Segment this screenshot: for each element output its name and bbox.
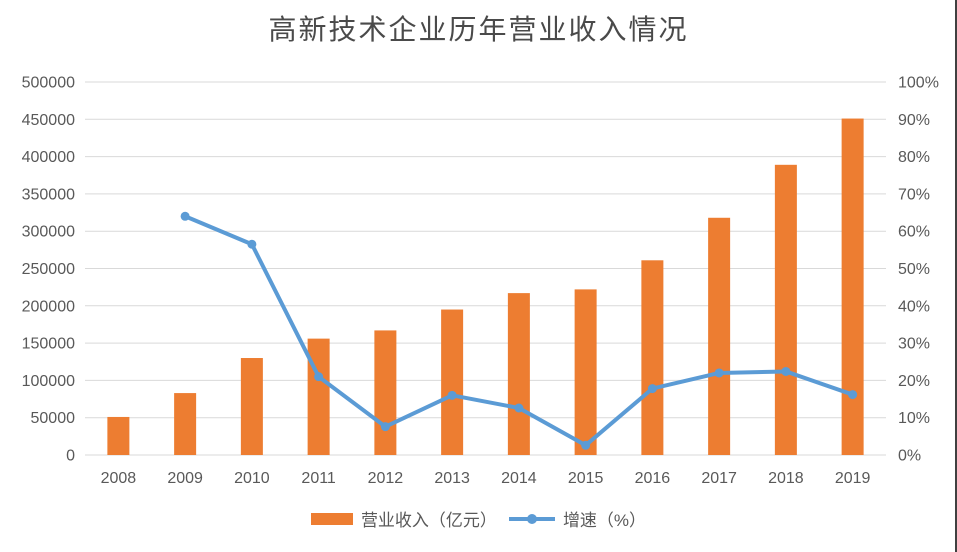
left-axis-tick-label: 450000	[22, 112, 75, 129]
right-axis-tick-label: 70%	[898, 186, 930, 203]
left-axis-tick-label: 300000	[22, 224, 75, 241]
growth-line-marker-2019	[848, 390, 858, 400]
growth-line-marker-2013	[447, 390, 457, 400]
x-axis-tick-label: 2009	[167, 470, 203, 487]
revenue-bar-2015	[574, 289, 597, 455]
x-axis-tick-label: 2008	[101, 470, 137, 487]
legend-growth-label: 增速（%）	[562, 511, 647, 530]
growth-line-marker-2017	[714, 368, 724, 378]
legend-item-revenue: 营业收入（亿元）	[310, 506, 497, 531]
legend-revenue-label: 营业收入（亿元）	[360, 511, 497, 530]
x-axis-tick-label: 2013	[434, 470, 470, 487]
revenue-bar-2012	[374, 330, 397, 455]
revenue-bar-2010	[240, 358, 263, 455]
x-axis-tick-label: 2010	[234, 470, 270, 487]
left-axis-tick-label: 500000	[22, 75, 75, 92]
growth-line-marker-2011	[314, 372, 324, 382]
growth-line-marker-2009	[180, 211, 190, 221]
legend-item-growth: 增速（%）	[508, 506, 647, 531]
legend-bar-swatch	[310, 512, 353, 525]
right-axis-tick-label: 10%	[898, 410, 930, 427]
left-axis-tick-label: 100000	[22, 373, 75, 390]
left-axis-tick-label: 0	[66, 448, 75, 465]
revenue-bar-2018	[774, 164, 797, 455]
right-axis-tick-label: 20%	[898, 373, 930, 390]
revenue-bar-2009	[174, 393, 197, 455]
legend-line-swatch	[508, 513, 555, 524]
growth-line-marker-2010	[247, 239, 257, 249]
growth-line-marker-2016	[647, 384, 657, 394]
revenue-bar-2013	[441, 309, 464, 455]
right-axis-tick-label: 30%	[898, 336, 930, 353]
x-axis-tick-label: 2017	[701, 470, 737, 487]
revenue-bar-2008	[107, 416, 130, 455]
x-axis-tick-label: 2015	[568, 470, 604, 487]
revenue-bar-2011	[307, 338, 330, 455]
growth-line-marker-2012	[380, 422, 390, 432]
x-axis-tick-label: 2012	[368, 470, 404, 487]
growth-line-marker-2015	[581, 440, 591, 450]
chart-legend: 营业收入（亿元） 增速（%）	[0, 506, 957, 531]
x-axis-tick-label: 2014	[501, 470, 537, 487]
right-axis-tick-label: 60%	[898, 224, 930, 241]
left-axis-tick-label: 250000	[22, 261, 75, 278]
revenue-bar-2019	[841, 118, 864, 455]
revenue-bar-2017	[708, 217, 731, 455]
left-axis-tick-label: 50000	[31, 410, 76, 427]
left-axis-tick-label: 150000	[22, 336, 75, 353]
chart-title: 高新技术企业历年营业收入情况	[268, 15, 689, 46]
x-axis-tick-label: 2019	[835, 470, 871, 487]
right-axis-tick-label: 0%	[898, 448, 921, 465]
frame-right-border	[955, 0, 957, 552]
right-axis-tick-label: 100%	[898, 75, 939, 92]
left-axis-tick-label: 200000	[22, 298, 75, 315]
growth-line-marker-2018	[781, 366, 791, 376]
right-axis-tick-label: 40%	[898, 298, 930, 315]
right-axis-tick-label: 50%	[898, 261, 930, 278]
revenue-bar-2014	[507, 293, 530, 455]
x-axis-tick-label: 2018	[768, 470, 804, 487]
x-axis-tick-label: 2016	[635, 470, 671, 487]
revenue-bar-2016	[641, 260, 664, 455]
left-axis-tick-label: 350000	[22, 186, 75, 203]
x-axis-tick-label: 2011	[301, 470, 336, 487]
left-axis-tick-label: 400000	[22, 149, 75, 166]
legend-line-marker-dot	[526, 513, 537, 524]
right-axis-tick-label: 90%	[898, 112, 930, 129]
right-axis-tick-label: 80%	[898, 149, 930, 166]
growth-line-marker-2014	[514, 403, 524, 413]
